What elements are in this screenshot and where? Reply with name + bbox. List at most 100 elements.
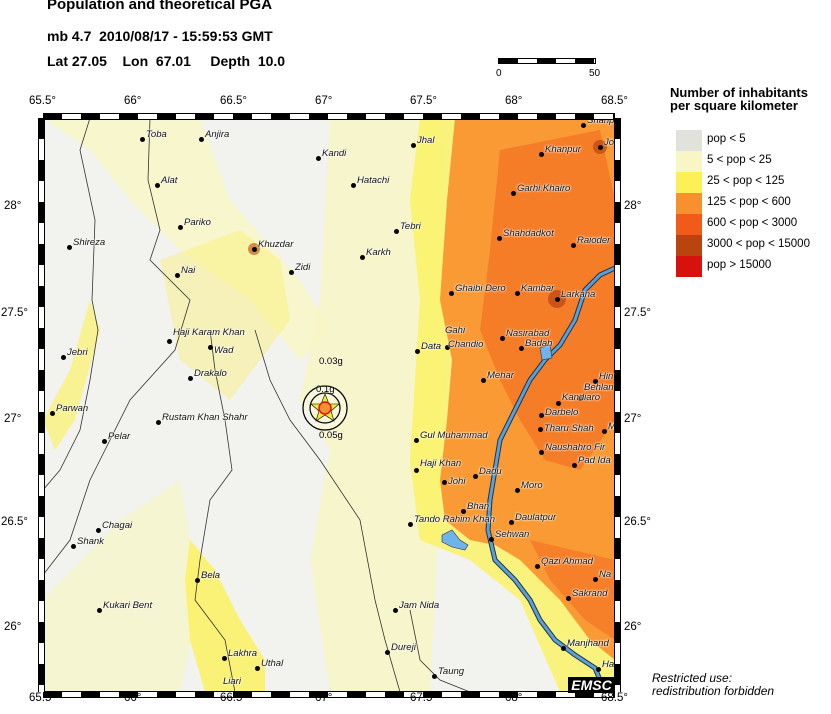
city-label: Kambar bbox=[521, 283, 555, 294]
city-label: Pelar bbox=[108, 431, 131, 442]
city-label: Kukari Bent bbox=[103, 600, 153, 611]
city-marker-icon bbox=[571, 243, 576, 248]
map-frame-top bbox=[43, 113, 615, 120]
map-frame-right bbox=[614, 118, 621, 692]
city-label: Tharu Shah bbox=[544, 423, 594, 434]
lat-tick-right: 26° bbox=[624, 621, 642, 633]
city-marker-icon bbox=[50, 411, 55, 416]
legend-swatch bbox=[676, 214, 702, 235]
city-label: Nai bbox=[181, 265, 196, 276]
city-label: Pad Ida bbox=[578, 455, 611, 466]
city-label: Na bbox=[599, 569, 612, 580]
city-label: Kandiaro bbox=[562, 392, 601, 403]
city-label: Shank bbox=[77, 536, 104, 547]
legend-label: pop > 15000 bbox=[707, 259, 772, 271]
city-label: Khanpur bbox=[545, 144, 581, 155]
city-label: Hatachi bbox=[357, 175, 390, 186]
city-label: Gahi bbox=[445, 325, 466, 336]
city-label: Taung bbox=[438, 666, 465, 677]
pga-contour-label: 0.1g bbox=[316, 384, 335, 395]
city-label: Anjira bbox=[205, 129, 230, 140]
city-marker-icon bbox=[414, 438, 419, 443]
legend-label: 25 < pop < 125 bbox=[707, 175, 785, 187]
city-label: Wad bbox=[214, 345, 234, 356]
city-marker-icon bbox=[572, 463, 577, 468]
city-label: Nasirabad bbox=[506, 328, 550, 339]
lake bbox=[539, 344, 553, 361]
city-marker-icon bbox=[178, 225, 183, 230]
city-label: Qazi Ahmad bbox=[541, 556, 593, 567]
city-label: Hin bbox=[599, 371, 614, 382]
city-marker-icon bbox=[414, 468, 419, 473]
city-marker-icon bbox=[199, 137, 204, 142]
city-label: Moro bbox=[521, 480, 543, 491]
border-line bbox=[254, 329, 401, 692]
city-marker-icon bbox=[519, 346, 524, 351]
city-label: Shahpu bbox=[587, 118, 615, 126]
manchar-lake bbox=[441, 529, 469, 551]
pop-zone-low bbox=[300, 118, 445, 692]
border-line bbox=[43, 118, 191, 576]
legend-swatch bbox=[676, 235, 702, 256]
city-marker-icon bbox=[535, 564, 540, 569]
lon-tick-bottom: 68° bbox=[505, 692, 523, 704]
lon-tick-top: 65.5° bbox=[29, 95, 56, 107]
lon-tick-top: 67.5° bbox=[410, 95, 437, 107]
city-label: Mehar bbox=[487, 370, 514, 381]
legend-swatch bbox=[676, 256, 702, 277]
city-label: Dureji bbox=[391, 642, 416, 653]
pga-contour-label: 0.05g bbox=[319, 430, 343, 441]
city-label: Jhal bbox=[417, 135, 435, 146]
pop-zone-very-high bbox=[480, 130, 615, 470]
lat-tick-left: 26.5° bbox=[1, 516, 28, 528]
scale-max-label: 50 bbox=[589, 68, 601, 79]
city-label: M bbox=[608, 421, 615, 432]
map-layers bbox=[43, 118, 615, 692]
lon-tick-bottom: 66.5° bbox=[220, 692, 247, 704]
city-marker-icon bbox=[538, 427, 543, 432]
city-marker-icon bbox=[593, 379, 598, 384]
city-marker-icon bbox=[61, 355, 66, 360]
legend-label: pop < 5 bbox=[707, 133, 746, 145]
legend-swatch bbox=[676, 151, 702, 172]
city-marker-icon bbox=[252, 247, 257, 252]
city-label: Jebri bbox=[67, 347, 88, 358]
city-label: Larkana bbox=[561, 289, 596, 300]
pop-zone-mid bbox=[43, 300, 100, 450]
city-marker-icon bbox=[500, 336, 505, 341]
city-label: Sehwan bbox=[495, 529, 530, 540]
lon-tick-top: 66.5° bbox=[220, 95, 247, 107]
city-label: Raioder bbox=[577, 235, 611, 246]
city-marker-icon bbox=[360, 255, 365, 260]
city-marker-icon bbox=[598, 145, 603, 150]
lon-tick-bottom: 65.5° bbox=[29, 692, 56, 704]
city-marker-icon bbox=[515, 488, 520, 493]
restricted-note-line2: redistribution forbidden bbox=[652, 684, 775, 698]
city-marker-icon bbox=[489, 537, 494, 542]
lat-tick-right: 27.5° bbox=[624, 307, 651, 319]
city-label: Gul Muhammad bbox=[420, 430, 488, 441]
epicenter-marker bbox=[302, 385, 348, 431]
city-label: Behlan bbox=[584, 382, 614, 393]
legend-swatch bbox=[676, 193, 702, 214]
population-map: Toba Anjira Kandi Jhal Alat Hatachi Pariko Tebr… bbox=[43, 118, 615, 692]
city-marker-icon bbox=[316, 156, 321, 161]
city-label: Ha bbox=[602, 659, 615, 670]
city-label: Uthal bbox=[261, 658, 284, 669]
city-marker-icon bbox=[497, 236, 502, 241]
lon-tick-top: 67° bbox=[315, 95, 333, 107]
pop-zone-mid bbox=[160, 230, 290, 400]
city-label: Liari bbox=[223, 676, 241, 687]
city-marker-icon bbox=[393, 608, 398, 613]
legend-title: Number of inhabitants per square kilomet… bbox=[670, 86, 808, 112]
city-label: Dadu bbox=[479, 466, 502, 477]
city-marker-icon bbox=[449, 291, 454, 296]
city-label: Zidi bbox=[295, 262, 311, 273]
city-marker-icon bbox=[509, 520, 514, 525]
city-marker-icon bbox=[140, 137, 145, 142]
restricted-note-line1: Restricted use: bbox=[652, 671, 733, 685]
legend-label: 5 < pop < 25 bbox=[707, 154, 772, 166]
lon-tick-bottom: 67.5° bbox=[410, 692, 437, 704]
pop-zone-mid bbox=[185, 540, 265, 692]
lat-tick-left: 26° bbox=[4, 621, 22, 633]
